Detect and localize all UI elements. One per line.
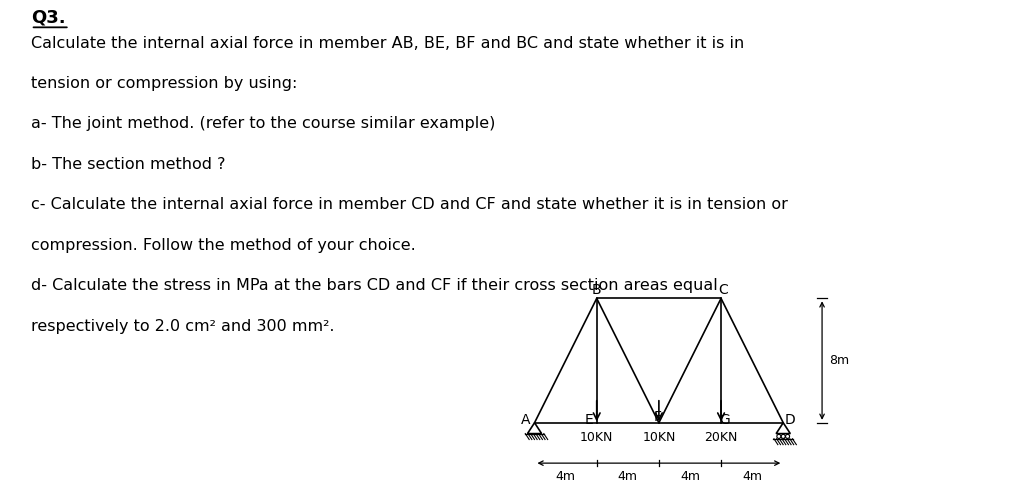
Text: 10KN: 10KN (580, 431, 613, 444)
Text: G: G (719, 413, 729, 427)
Text: A: A (521, 413, 530, 427)
Text: compression. Follow the method of your choice.: compression. Follow the method of your c… (31, 238, 416, 253)
Text: tension or compression by using:: tension or compression by using: (31, 76, 297, 91)
Text: D: D (784, 413, 796, 427)
Text: 20KN: 20KN (705, 431, 737, 444)
Text: Q3.: Q3. (31, 8, 66, 26)
Text: 8m: 8m (829, 354, 849, 367)
Text: d- Calculate the stress in MPa at the bars CD and CF if their cross section area: d- Calculate the stress in MPa at the ba… (31, 278, 718, 293)
Text: C: C (719, 283, 728, 297)
Text: c- Calculate the internal axial force in member CD and CF and state whether it i: c- Calculate the internal axial force in… (31, 197, 787, 212)
Text: b- The section method ?: b- The section method ? (31, 157, 225, 172)
Text: B: B (592, 283, 601, 297)
Text: 4m: 4m (742, 470, 762, 483)
Text: 4m: 4m (556, 470, 575, 483)
Text: Calculate the internal axial force in member AB, BE, BF and BC and state whether: Calculate the internal axial force in me… (31, 36, 744, 51)
Text: 4m: 4m (680, 470, 700, 483)
Text: respectively to 2.0 cm² and 300 mm².: respectively to 2.0 cm² and 300 mm². (31, 319, 334, 334)
Text: F: F (653, 410, 662, 424)
Text: a- The joint method. (refer to the course similar example): a- The joint method. (refer to the cours… (31, 117, 495, 131)
Text: E: E (585, 413, 593, 427)
Text: 4m: 4m (617, 470, 638, 483)
Text: 10KN: 10KN (642, 431, 676, 444)
